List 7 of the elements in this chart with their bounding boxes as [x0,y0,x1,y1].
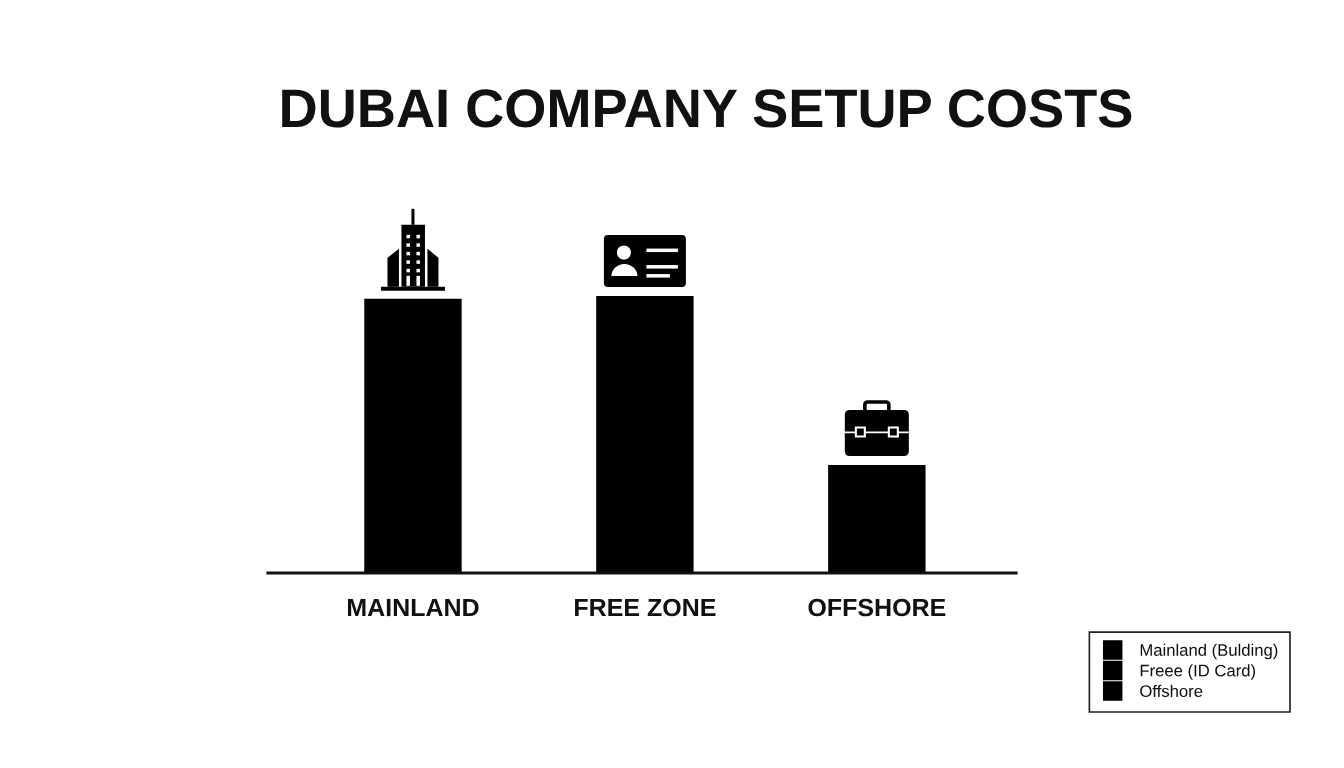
x-tick-label: OFFSHORE [808,598,946,617]
legend-label: Mainland (Bulding) [1140,643,1278,660]
x-tick-label: FREE ZONE [575,598,716,617]
legend-label: Freee (ID Card) [1140,664,1256,680]
x-tick-label: MAINLAND [347,598,479,617]
chart-title: DUBAI COMPANY SETUP COSTS [282,89,1132,128]
legend-label: Offshore [1140,684,1203,698]
